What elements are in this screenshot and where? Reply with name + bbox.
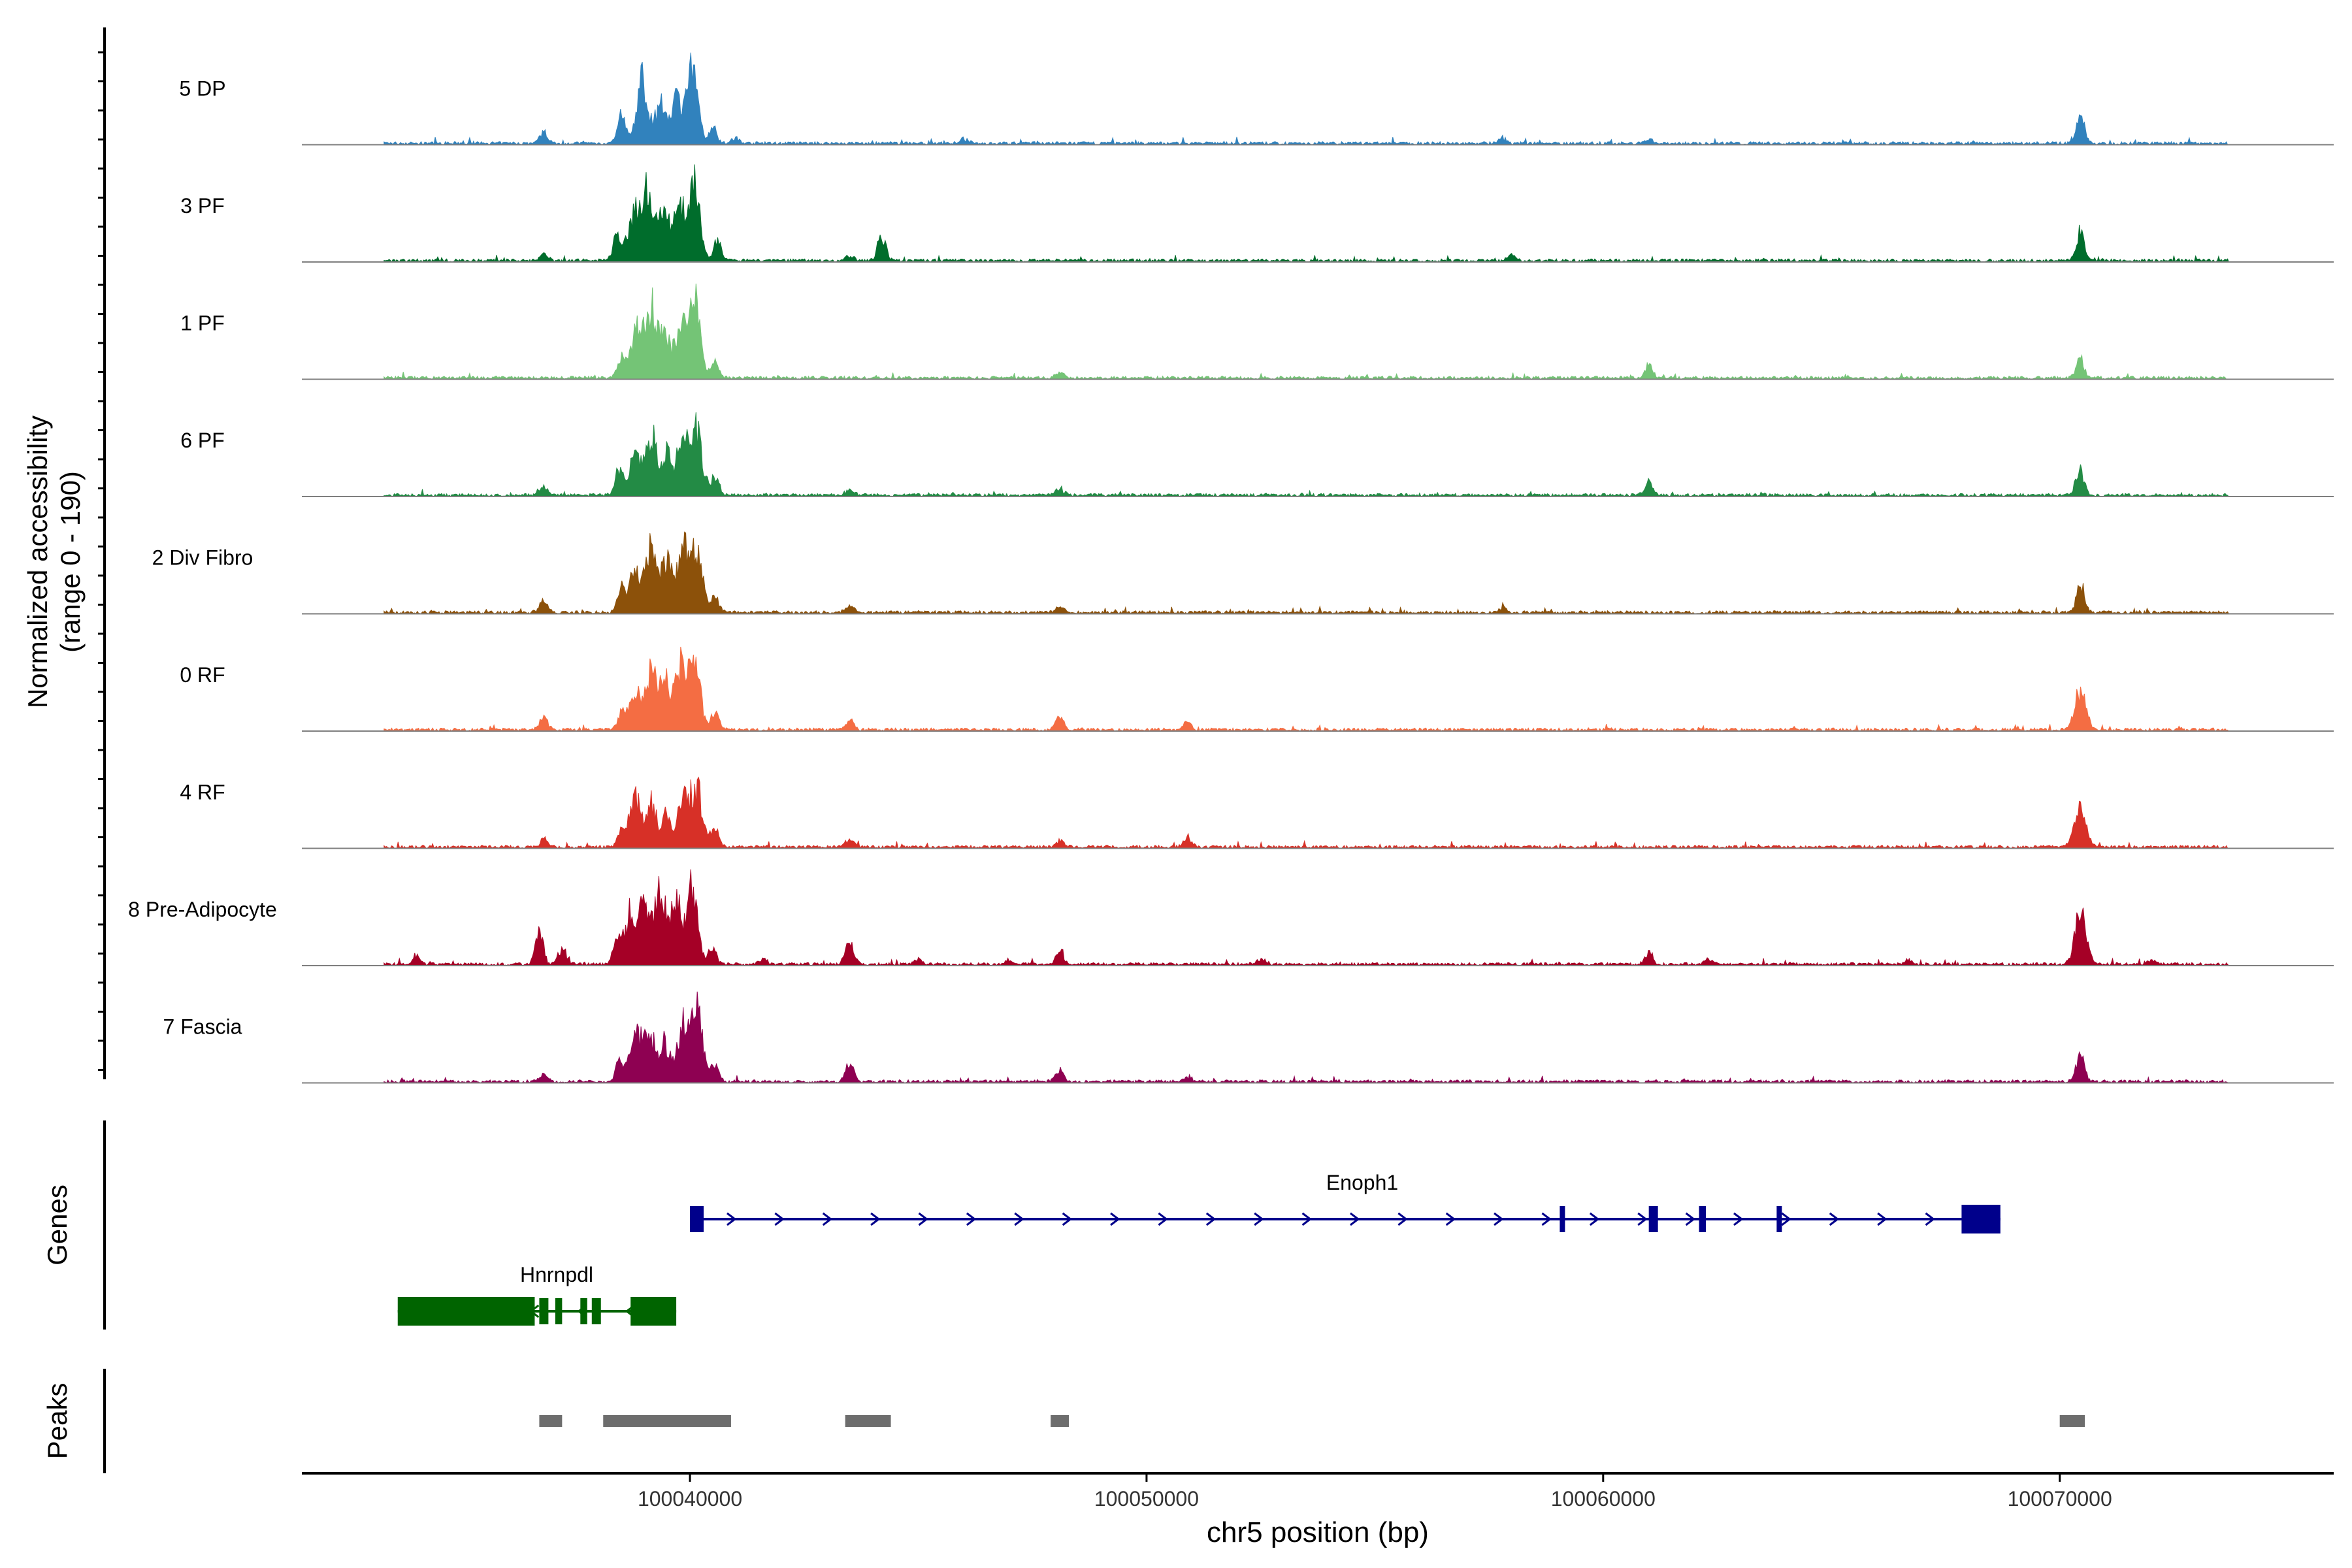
- strand-chevron: [1062, 1212, 1073, 1226]
- strand-chevron: [822, 1212, 833, 1226]
- strand-chevron: [1541, 1212, 1552, 1226]
- track-signal-area: [384, 646, 2230, 732]
- gene-exon: [539, 1298, 549, 1324]
- x-axis-label: chr5 position (bp): [1207, 1516, 1429, 1548]
- strand-chevron: [1829, 1212, 1840, 1226]
- genes-panel-label: Genes: [42, 1184, 73, 1266]
- gene-exon: [1560, 1206, 1565, 1232]
- strand-chevron: [870, 1212, 881, 1226]
- strand-chevron: [1589, 1212, 1600, 1226]
- gene-exon: [1648, 1206, 1658, 1232]
- gene-exon: [555, 1298, 563, 1324]
- track-signal-area: [384, 776, 2229, 849]
- strand-chevron: [1158, 1212, 1168, 1226]
- gene-label: Hnrnpdl: [520, 1263, 593, 1286]
- x-tick-label: 100060000: [1551, 1487, 1656, 1511]
- gene-exon: [397, 1297, 535, 1326]
- strand-chevron: [1445, 1212, 1456, 1226]
- track-signal-area: [384, 52, 2229, 146]
- peak-region: [845, 1415, 891, 1427]
- strand-chevron: [918, 1212, 928, 1226]
- peak-region: [539, 1415, 563, 1427]
- gene-exon: [1699, 1206, 1707, 1232]
- strand-chevron: [1205, 1212, 1217, 1226]
- gene-exon: [1776, 1206, 1782, 1232]
- gene-exon: [591, 1298, 601, 1324]
- strand-chevron: [727, 1212, 737, 1226]
- track-signal-area: [384, 284, 2229, 380]
- strand-chevron: [1877, 1212, 1887, 1226]
- track-label: 2 Div Fibro: [152, 546, 253, 570]
- track-signal-area: [384, 531, 2230, 615]
- track-signal-area: [384, 164, 2230, 263]
- peak-region: [1051, 1415, 1070, 1427]
- strand-chevron: [1685, 1212, 1696, 1226]
- coverage-y-minor-ticks: [98, 51, 105, 1071]
- track-label: 8 Pre-Adipocyte: [128, 898, 277, 921]
- x-tick-label: 100040000: [638, 1487, 742, 1511]
- strand-chevron: [1301, 1212, 1313, 1226]
- track-5-dp: 5 DP: [179, 52, 2334, 146]
- peaks-panel-label: Peaks: [42, 1383, 73, 1460]
- x-tick-label: 100050000: [1094, 1487, 1199, 1511]
- strand-chevron: [1781, 1212, 1791, 1226]
- track-0-rf: 0 RF: [180, 646, 2334, 732]
- x-tick-label: 100070000: [2008, 1487, 2112, 1511]
- peak-region: [603, 1415, 731, 1427]
- track-signal-area: [384, 869, 2230, 967]
- gene-exon: [630, 1297, 677, 1326]
- peak-region: [2059, 1415, 2085, 1427]
- track-3-pf: 3 PF: [180, 164, 2334, 263]
- peak-regions: [539, 1415, 2085, 1427]
- gene-label: Enoph1: [1326, 1171, 1398, 1194]
- coverage-y-axis-title: Normalized accessibility (range 0 - 190): [22, 416, 86, 708]
- track-label: 0 RF: [180, 663, 225, 687]
- track-label: 6 PF: [180, 429, 225, 452]
- track-label: 3 PF: [180, 194, 225, 218]
- y-axis-label: Normalized accessibility: [22, 416, 53, 708]
- strand-chevron: [774, 1212, 785, 1226]
- strand-chevron: [1254, 1212, 1264, 1226]
- strand-chevron: [1350, 1212, 1360, 1226]
- strand-chevron: [1494, 1212, 1504, 1226]
- gene-hnrnpdl: Hnrnpdl: [397, 1263, 677, 1326]
- track-2-div-fibro: 2 Div Fibro: [152, 531, 2334, 615]
- strand-chevron: [966, 1212, 977, 1226]
- gene-exon: [1961, 1205, 2001, 1233]
- gene-exon: [580, 1298, 587, 1324]
- track-8-pre-adipocyte: 8 Pre-Adipocyte: [128, 869, 2334, 967]
- gene-exon: [690, 1206, 704, 1232]
- strand-chevron: [1733, 1212, 1744, 1226]
- strand-chevron: [1397, 1212, 1408, 1226]
- track-signal-area: [384, 991, 2229, 1084]
- y-axis-range-label: (range 0 - 190): [55, 471, 86, 653]
- track-7-fascia: 7 Fascia: [163, 991, 2334, 1084]
- track-label: 7 Fascia: [163, 1015, 242, 1039]
- strand-chevron: [1925, 1212, 1935, 1226]
- gene-enoph1: Enoph1: [690, 1171, 2001, 1233]
- track-4-rf: 4 RF: [180, 776, 2334, 849]
- strand-chevron: [1110, 1212, 1120, 1226]
- track-label: 1 PF: [180, 312, 225, 335]
- gene-annotations: Enoph1 Hnrnpdl: [397, 1171, 2001, 1326]
- coverage-tracks: 5 DP 3 PF 1 PF 6 PF 2 Div Fibro 0 RF 4 RF 8 Pre…: [128, 52, 2334, 1084]
- track-6-pf: 6 PF: [180, 412, 2334, 498]
- strand-chevron: [1637, 1212, 1648, 1226]
- strand-chevron: [1014, 1212, 1024, 1226]
- track-signal-area: [384, 412, 2230, 498]
- x-axis-ticks: 100040000 100050000 100060000 100070000: [638, 1473, 2112, 1511]
- track-label: 5 DP: [179, 77, 225, 101]
- track-label: 4 RF: [180, 781, 225, 804]
- track-1-pf: 1 PF: [180, 284, 2334, 380]
